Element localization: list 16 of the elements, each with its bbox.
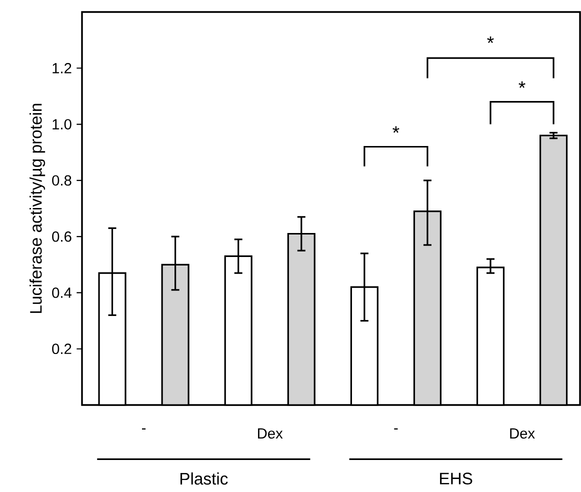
x-tick-label: - [394, 428, 398, 430]
x-tick-label: Dex [510, 428, 535, 439]
y-axis-title: Luciferase activity/µg protein [30, 104, 46, 313]
y-tick-label: 0.6 [52, 231, 72, 242]
y-tick-label: 1.0 [52, 119, 72, 130]
x-tick-label: - [142, 428, 146, 430]
y-tick-label: 0.8 [52, 175, 72, 186]
text: EHS [440, 472, 472, 484]
annotation: * [487, 36, 494, 43]
x-tick-label: Dex [258, 428, 283, 439]
text: Plastic [180, 472, 228, 485]
y-tick-label: 0.2 [52, 344, 72, 354]
annotation: * [518, 81, 526, 88]
y-tick-label: 1.2 [52, 63, 72, 74]
annotation: * [392, 126, 400, 133]
y-tick-label: 0.4 [52, 288, 72, 298]
